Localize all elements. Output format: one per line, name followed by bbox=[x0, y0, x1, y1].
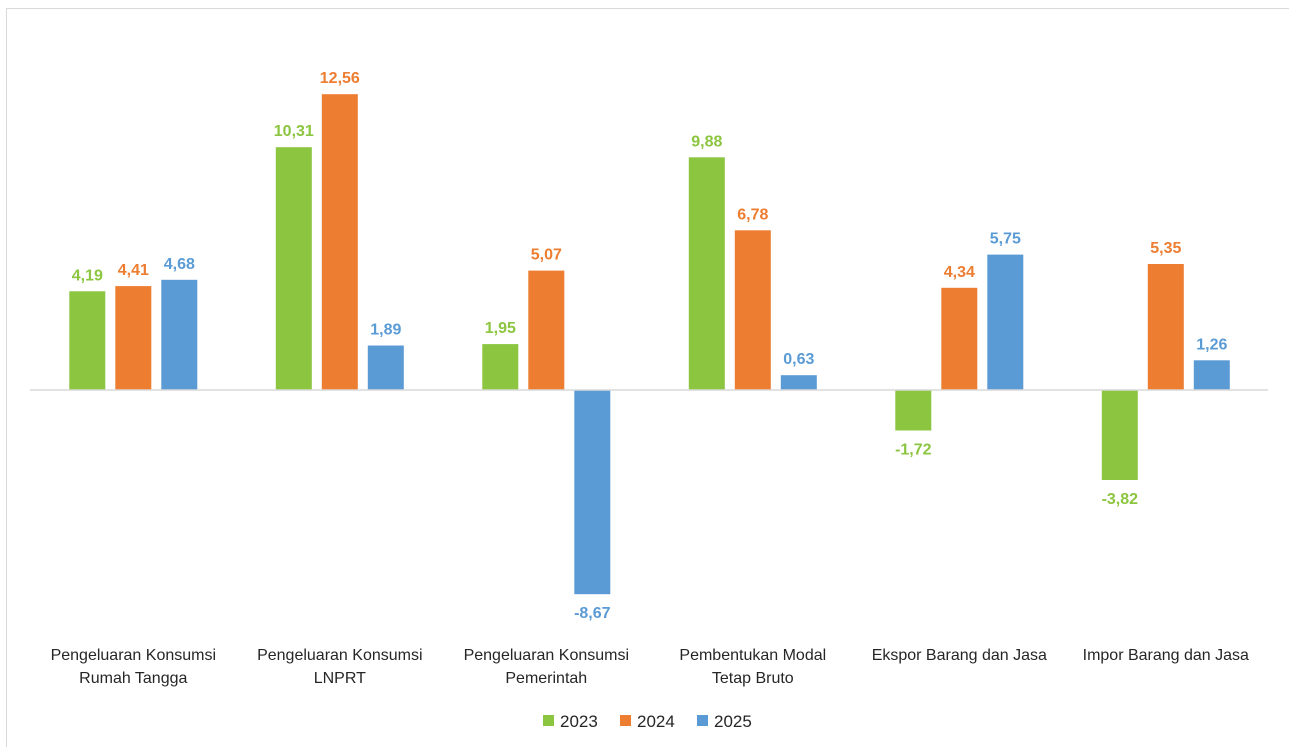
data-label-2023-cat-0: 4,19 bbox=[72, 267, 103, 284]
bar-2025-cat-4 bbox=[987, 254, 1024, 390]
category-label-1-line-0: Pengeluaran Konsumsi bbox=[257, 647, 422, 664]
bar-2024-cat-3 bbox=[734, 230, 771, 390]
data-label-2025-cat-0: 4,68 bbox=[164, 256, 195, 273]
category-label-5-line-0: Impor Barang dan Jasa bbox=[1083, 647, 1249, 664]
data-label-2025-cat-2: -8,67 bbox=[574, 605, 611, 622]
category-label-2-line-0: Pengeluaran Konsumsi bbox=[464, 647, 629, 664]
bar-2023-cat-4 bbox=[895, 390, 932, 431]
category-labels-layer: Pengeluaran Konsumsi Rumah Tangga Pengelua… bbox=[51, 647, 1249, 687]
category-label-4-line-0: Ekspor Barang dan Jasa bbox=[872, 647, 1047, 664]
data-label-2023-cat-3: 9,88 bbox=[691, 133, 722, 150]
data-label-2024-cat-5: 5,35 bbox=[1150, 240, 1181, 257]
legend-label-2023: 2023 bbox=[560, 712, 598, 731]
bar-2024-cat-5 bbox=[1147, 264, 1184, 390]
data-label-2024-cat-4: 4,34 bbox=[944, 264, 975, 281]
category-label-1-line-1: LNPRT bbox=[314, 670, 366, 687]
data-label-2024-cat-0: 4,41 bbox=[118, 262, 149, 279]
bar-2024-cat-1 bbox=[321, 94, 358, 390]
category-label-0-line-1: Rumah Tangga bbox=[79, 670, 187, 687]
bar-2025-cat-5 bbox=[1193, 360, 1230, 390]
bar-2024-cat-0 bbox=[115, 286, 152, 390]
category-label-2-line-1: Pemerintah bbox=[505, 670, 587, 687]
legend-label-2025: 2025 bbox=[714, 712, 752, 731]
data-label-2025-cat-3: 0,63 bbox=[783, 351, 814, 368]
bar-2025-cat-1 bbox=[367, 345, 404, 390]
data-label-2024-cat-2: 5,07 bbox=[531, 247, 562, 264]
bar-2023-cat-3 bbox=[688, 157, 725, 390]
category-label-0-line-0: Pengeluaran Konsumsi bbox=[51, 647, 216, 664]
legend-swatch-2024 bbox=[620, 715, 631, 726]
legend: 2023 2024 2025 bbox=[543, 712, 752, 731]
category-label-3-line-1: Tetap Bruto bbox=[712, 670, 794, 687]
data-label-2023-cat-1: 10,31 bbox=[274, 123, 314, 140]
bar-2025-cat-2 bbox=[574, 390, 611, 595]
chart-frame bbox=[6, 8, 1289, 747]
bar-2023-cat-5 bbox=[1101, 390, 1138, 480]
bar-2023-cat-2 bbox=[482, 344, 519, 390]
bar-2023-cat-1 bbox=[275, 147, 312, 390]
data-label-2025-cat-1: 1,89 bbox=[370, 322, 401, 339]
data-label-2023-cat-5: -3,82 bbox=[1102, 491, 1139, 508]
bar-2024-cat-2 bbox=[528, 270, 565, 390]
data-label-2025-cat-4: 5,75 bbox=[990, 231, 1021, 248]
data-label-2023-cat-2: 1,95 bbox=[485, 320, 516, 337]
bar-2025-cat-0 bbox=[161, 279, 198, 390]
bar-2024-cat-4 bbox=[941, 287, 978, 390]
legend-label-2024: 2024 bbox=[637, 712, 675, 731]
data-label-2023-cat-4: -1,72 bbox=[895, 442, 932, 459]
data-label-2025-cat-5: 1,26 bbox=[1196, 336, 1227, 353]
bar-2023-cat-0 bbox=[69, 291, 106, 390]
data-label-2024-cat-1: 12,56 bbox=[320, 70, 360, 87]
category-label-3-line-0: Pembentukan Modal bbox=[679, 647, 826, 664]
bar-2025-cat-3 bbox=[780, 375, 817, 390]
data-labels-layer: 4,19 4,41 4,68 10,31 12,56 1,89 1,95 5,07 -8,67 9… bbox=[72, 70, 1228, 622]
data-label-2024-cat-3: 6,78 bbox=[737, 206, 768, 223]
bars-layer bbox=[69, 94, 1230, 595]
legend-swatch-2025 bbox=[697, 715, 708, 726]
legend-swatch-2023 bbox=[543, 715, 554, 726]
